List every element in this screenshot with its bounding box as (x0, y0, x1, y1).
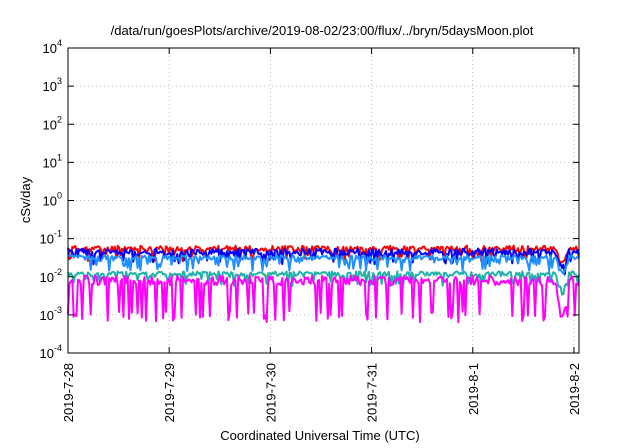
y-tick-exponent: 3 (57, 76, 62, 86)
y-tick-exponent: -4 (54, 343, 62, 353)
y-tick-exponent: -1 (54, 229, 62, 239)
y-tick-exponent: -3 (54, 305, 62, 315)
y-tick-exponent: 4 (57, 38, 62, 48)
series-line (67, 254, 580, 275)
x-axis: 2019-7-28 2019-7-29 2019-7-30 2019-7-31 2019… (61, 48, 582, 422)
x-tick-label: 2019-8-1 (466, 363, 481, 415)
y-tick-exponent: 0 (57, 191, 62, 201)
series-layer (67, 244, 580, 324)
x-tick-label: 2019-7-29 (162, 363, 177, 422)
x-axis-label: Coordinated Universal Time (UTC) (220, 428, 419, 443)
x-tick-label: 2019-7-28 (61, 363, 76, 422)
series-line (67, 274, 580, 324)
x-tick-label: 2019-7-30 (263, 363, 278, 422)
y-tick-exponent: 2 (57, 114, 62, 124)
x-tick-label: 2019-8-2 (567, 363, 582, 415)
chart-title: /data/run/goesPlots/archive/2019-08-02/2… (111, 23, 534, 38)
x-tick-label: 2019-7-31 (365, 363, 380, 422)
y-axis-label: cSv/day (18, 176, 33, 223)
y-tick-exponent: -2 (54, 267, 62, 277)
series-line (67, 270, 580, 296)
y-tick-exponent: 1 (57, 152, 62, 162)
series-line (67, 247, 580, 276)
